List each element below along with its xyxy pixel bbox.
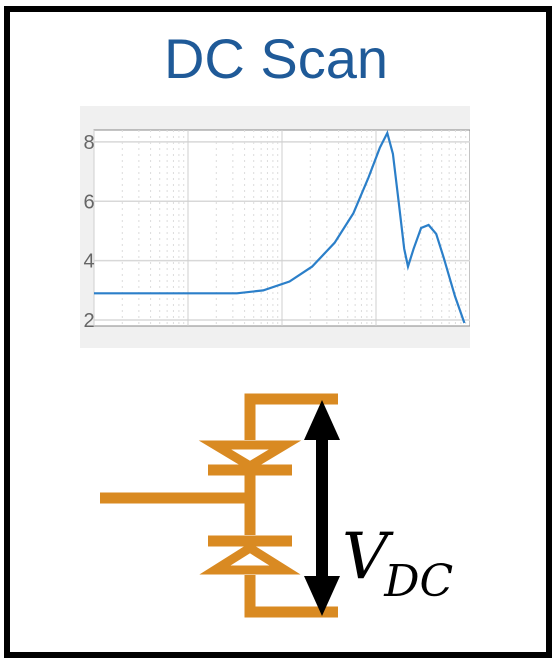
voltage-symbol: V [342,520,389,594]
y-tick-label: 8 [83,132,94,154]
series-line [94,129,466,324]
voltage-subscript: DC [384,556,454,607]
diode-top-triangle [198,440,302,472]
page-title: DC Scan [163,27,389,90]
y-tick-label: 4 [83,251,94,273]
voltage-arrow [304,400,340,616]
voltage-label: VDC [342,520,453,607]
outer-frame [4,6,552,658]
diode-bottom-triangle [199,542,301,575]
bottom-wire [244,575,338,618]
dc-scan-chart: 2 4 6 8 [83,129,470,332]
arrow-head-up-icon [304,400,340,440]
top-wire [244,393,338,440]
y-tick-label: 6 [83,191,94,213]
arrow-head-down-icon [304,576,340,616]
y-tick-labels: 2 4 6 8 [83,132,94,332]
y-tick-label: 2 [83,310,94,332]
